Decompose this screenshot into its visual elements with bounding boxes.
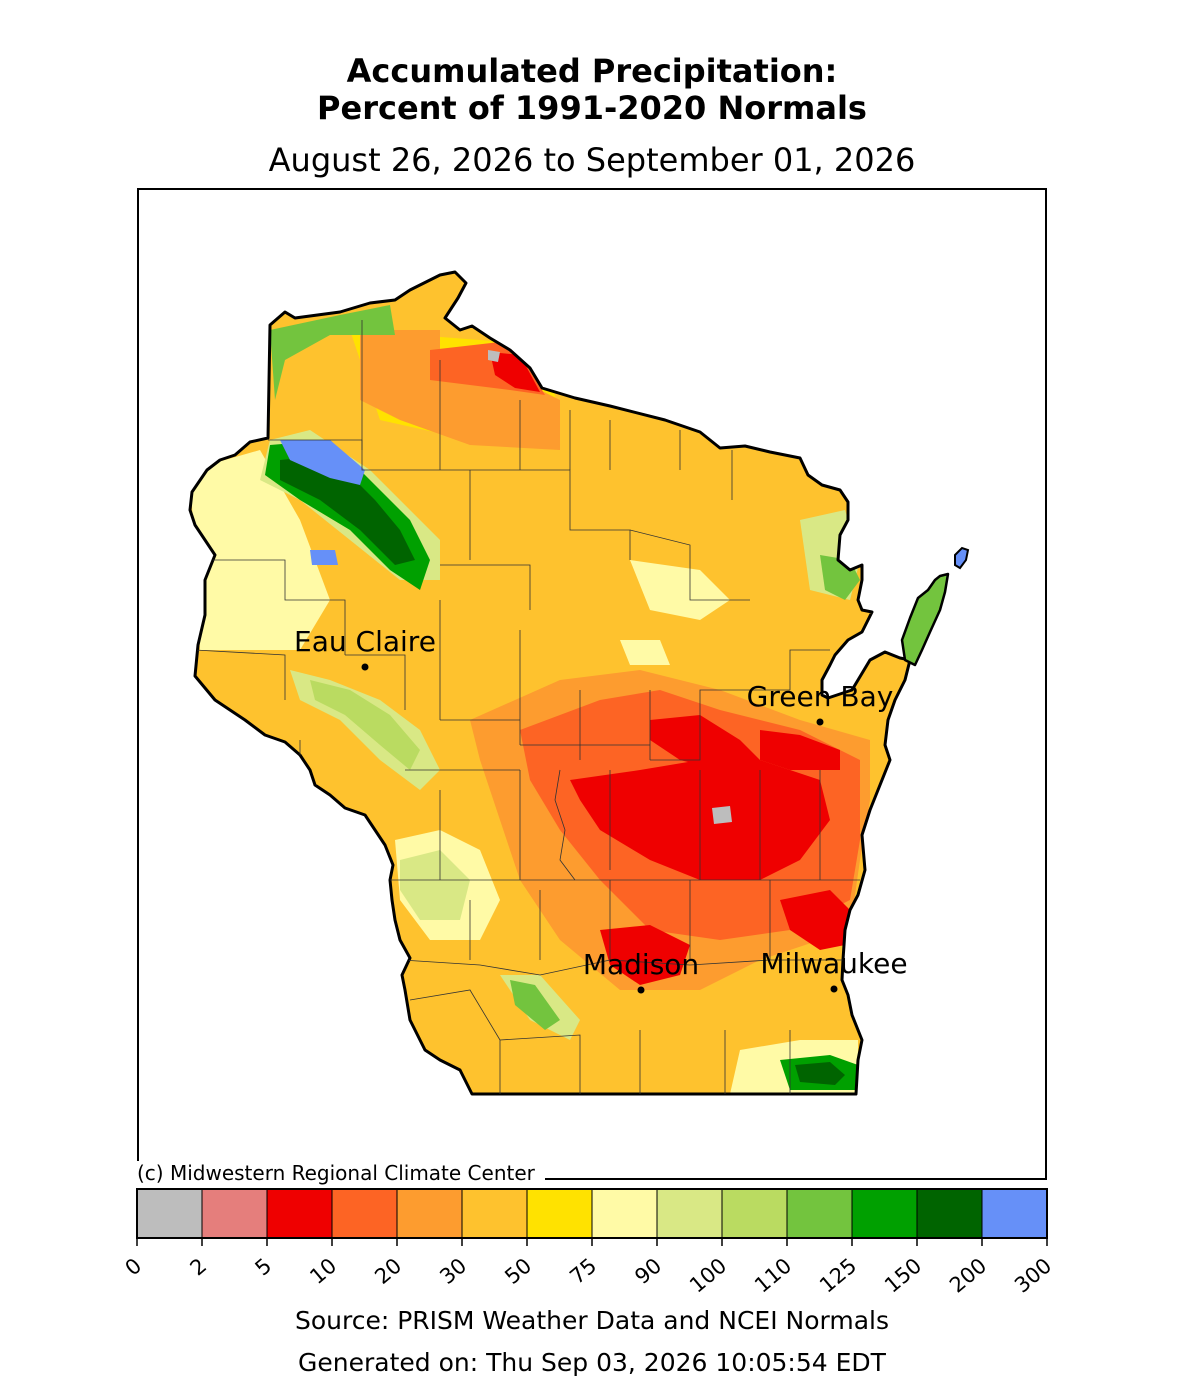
legend-swatch [267, 1189, 333, 1238]
legend-tick-label: 100 [685, 1253, 731, 1297]
city-marker [361, 663, 369, 671]
legend-swatch [202, 1189, 268, 1238]
legend-swatch [657, 1189, 723, 1238]
legend-swatch [137, 1189, 203, 1238]
legend-swatch [787, 1189, 853, 1238]
washington-island [954, 546, 970, 570]
city-milwaukee: Milwaukee [760, 947, 908, 993]
zone-red-madison [600, 925, 690, 985]
zone-south-midgreen [510, 980, 560, 1030]
legend-swatch [462, 1189, 528, 1238]
legend-tick-label: 10 [305, 1253, 341, 1289]
legend-swatch [982, 1189, 1048, 1238]
state-outline [188, 270, 912, 1096]
legend-tick-label: 75 [565, 1253, 601, 1289]
legend-swatch [592, 1189, 658, 1238]
legend-tick-label: 50 [500, 1253, 536, 1289]
zone-southwest-green [400, 850, 470, 920]
legend-swatch [852, 1189, 918, 1238]
zone-red-north [650, 715, 760, 770]
legend-swatch [527, 1189, 593, 1238]
legend-tick-label: 2 [186, 1253, 212, 1280]
door-peninsula [900, 572, 950, 667]
chart-title-line1: Accumulated Precipitation: [346, 52, 838, 90]
city-madison: Madison [583, 948, 699, 994]
legend-tick-label: 150 [880, 1253, 926, 1297]
chart-title-line2: Percent of 1991-2020 Normals [317, 89, 867, 127]
legend-swatch [722, 1189, 788, 1238]
city-green-bay: Green Bay [747, 680, 894, 726]
zone-light-spot [620, 640, 670, 665]
zone-blue-spot [310, 550, 338, 565]
city-label: Green Bay [747, 680, 894, 713]
legend-tick-label: 0 [121, 1253, 147, 1280]
legend-swatch [332, 1189, 398, 1238]
county-boundaries [194, 320, 860, 1094]
city-marker [816, 718, 824, 726]
legend-tick-label: 125 [815, 1253, 861, 1297]
legend-swatch [397, 1189, 463, 1238]
city-label: Eau Claire [294, 625, 436, 658]
credit-label: (c) Midwestern Regional Climate Center [137, 1161, 545, 1185]
legend-tick-label: 5 [251, 1253, 277, 1280]
city-label: Milwaukee [760, 947, 907, 980]
zone-red-greenbay [760, 730, 840, 770]
city-marker [830, 985, 838, 993]
legend-tick-label: 30 [435, 1253, 471, 1289]
zone-north-red [490, 352, 540, 392]
zone-northwest-green [270, 305, 395, 400]
legend-tick-label: 200 [945, 1253, 991, 1297]
legend-tick-label: 20 [370, 1253, 406, 1289]
date-range: August 26, 2026 to September 01, 2026 [268, 141, 916, 179]
legend-tick-label: 90 [630, 1253, 666, 1289]
city-marker [637, 986, 645, 994]
generated-label: Generated on: Thu Sep 03, 2026 10:05:54 … [298, 1348, 886, 1377]
zone-red-milwaukee [780, 890, 850, 950]
zone-bayfield-blue [280, 440, 365, 485]
zone-bayfield-darkgreen [280, 455, 415, 565]
zone-eauclaire-green [310, 680, 420, 770]
city-label: Madison [583, 948, 699, 981]
legend-tick-label: 110 [750, 1253, 796, 1297]
zone-southeast-darkgreen [795, 1062, 845, 1085]
zone-gray-center [712, 806, 732, 824]
legend-tick-label: 300 [1010, 1253, 1056, 1297]
legend-colorbar: 0 2 5 10 20 30 50 75 90 100 110 125 150 200 300 [121, 1188, 1056, 1298]
zone-north-gray [488, 350, 500, 362]
zone-light-center [630, 560, 730, 620]
legend-swatch [917, 1189, 983, 1238]
wisconsin-map: Eau Claire Green Bay Madison Milwaukee [188, 270, 970, 1096]
city-eau-claire: Eau Claire [294, 625, 436, 671]
source-label: Source: PRISM Weather Data and NCEI Norm… [294, 1306, 890, 1335]
